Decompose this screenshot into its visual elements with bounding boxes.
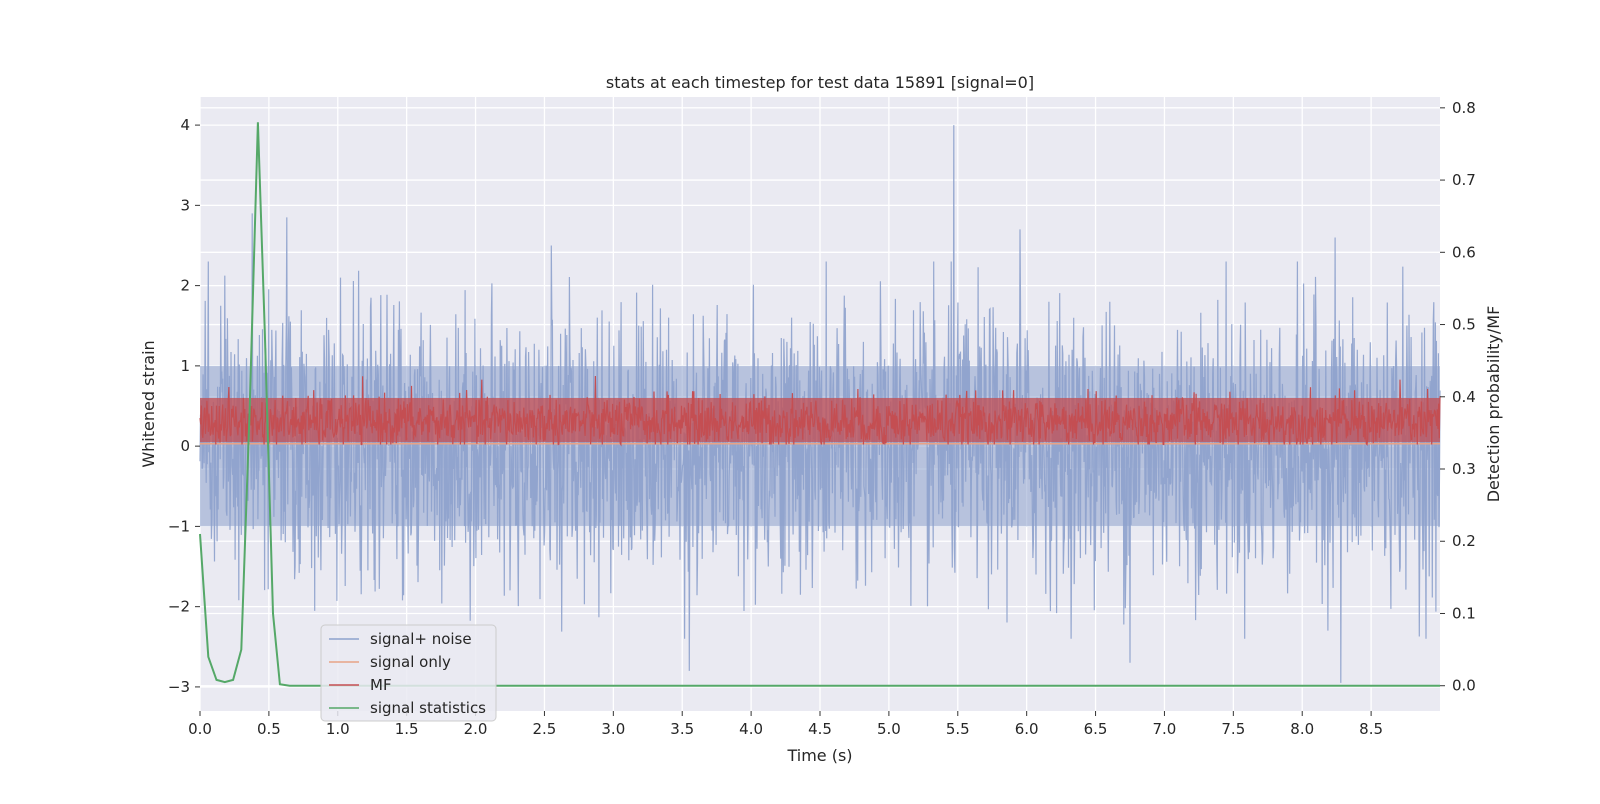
y2-tick-label-3: 0.5 xyxy=(1452,316,1476,334)
y-tick-label-7: −3 xyxy=(168,678,190,696)
x-tick-label-16: 8.0 xyxy=(1290,720,1314,738)
y2-tick-label-2: 0.6 xyxy=(1452,243,1476,261)
y2-axis-label: Detection probability/MF xyxy=(1484,306,1503,503)
x-tick-label-2: 1.0 xyxy=(326,720,350,738)
x-tick-label-10: 5.0 xyxy=(877,720,901,738)
y-tick-label-1: 3 xyxy=(180,196,190,214)
x-tick-label-15: 7.5 xyxy=(1221,720,1245,738)
y-tick-label-0: 4 xyxy=(180,116,190,134)
signal-statistics-series xyxy=(199,122,1440,687)
legend-label-mf: MF xyxy=(370,676,392,694)
legend-label-signal-statistics: signal statistics xyxy=(370,699,486,717)
legend: signal+ noise signal only MF signal stat… xyxy=(320,624,497,722)
x-tick-label-14: 7.0 xyxy=(1153,720,1177,738)
legend-label-signal-only: signal only xyxy=(370,653,451,671)
legend-label-signal-noise: signal+ noise xyxy=(370,630,472,648)
y-tick-label-3: 1 xyxy=(180,357,190,375)
chart-title: stats at each timestep for test data 158… xyxy=(606,73,1034,92)
y2-tick-label-8: 0.0 xyxy=(1452,677,1476,695)
x-tick-label-3: 1.5 xyxy=(395,720,419,738)
y2-tick-label-5: 0.3 xyxy=(1452,460,1476,478)
y-tick-label-4: 0 xyxy=(180,437,190,455)
mf-line xyxy=(199,375,1441,447)
y-tick-label-2: 2 xyxy=(180,277,190,295)
x-tick-label-0: 0.0 xyxy=(188,720,212,738)
x-tick-label-9: 4.5 xyxy=(808,720,832,738)
x-tick-label-12: 6.0 xyxy=(1015,720,1039,738)
x-tick-label-5: 2.5 xyxy=(533,720,557,738)
signal-statistics-line xyxy=(199,122,1440,687)
y2-tick-label-4: 0.4 xyxy=(1452,388,1476,406)
y2-tick-label-0: 0.8 xyxy=(1452,99,1476,117)
y-tick-label-5: −1 xyxy=(168,517,190,535)
y-axis-label: Whitened strain xyxy=(139,340,158,467)
y2-tick-label-7: 0.1 xyxy=(1452,604,1476,622)
legend-box xyxy=(320,624,497,722)
x-tick-label-8: 4.0 xyxy=(739,720,763,738)
x-tick-label-6: 3.0 xyxy=(601,720,625,738)
y2-tick-label-6: 0.2 xyxy=(1452,532,1476,550)
x-axis-label: Time (s) xyxy=(786,746,852,765)
y2-tick-label-1: 0.7 xyxy=(1452,171,1476,189)
x-tick-label-7: 3.5 xyxy=(670,720,694,738)
axes: 0.0 0.5 1.0 1.5 2.0 2.5 3.0 3.5 4.0 4.5 5.0 5.5 6.0 6… xyxy=(168,99,1476,738)
x-tick-label-13: 6.5 xyxy=(1084,720,1108,738)
x-tick-label-4: 2.0 xyxy=(464,720,488,738)
x-tick-label-1: 0.5 xyxy=(257,720,281,738)
x-tick-label-11: 5.5 xyxy=(946,720,970,738)
signal-noise-series xyxy=(199,125,1441,683)
y-tick-label-6: −2 xyxy=(168,598,190,616)
x-tick-label-17: 8.5 xyxy=(1359,720,1383,738)
mf-series xyxy=(199,375,1441,447)
